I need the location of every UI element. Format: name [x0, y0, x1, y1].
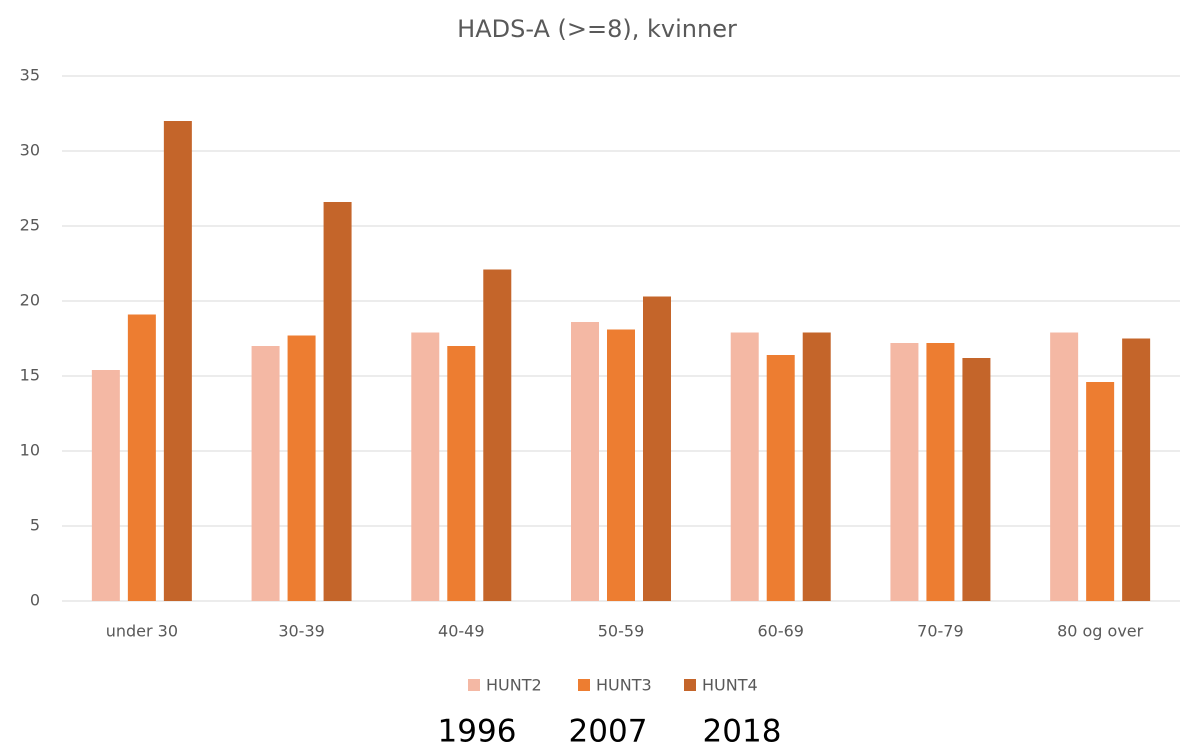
- annotation: 2007: [569, 714, 648, 747]
- bar: [91, 370, 120, 601]
- bar: [411, 332, 440, 601]
- y-tick-label: 30: [20, 141, 40, 160]
- x-tick-label: under 30: [106, 622, 178, 641]
- annotation: 2018: [703, 714, 782, 747]
- legend-label: HUNT4: [702, 676, 758, 695]
- legend-label: HUNT3: [596, 676, 652, 695]
- bar: [1050, 332, 1079, 601]
- bar: [766, 355, 795, 601]
- legend-swatch: [578, 679, 590, 691]
- bar: [890, 343, 919, 601]
- bar: [251, 346, 280, 601]
- y-tick-label: 25: [20, 216, 40, 235]
- legend-label: HUNT2: [486, 676, 542, 695]
- bar: [802, 332, 831, 601]
- bar: [163, 121, 192, 601]
- bar: [926, 343, 955, 601]
- y-tick-label: 35: [20, 66, 40, 85]
- bar: [323, 202, 352, 601]
- y-tick-label: 15: [20, 366, 40, 385]
- bar: [607, 329, 635, 601]
- x-tick-label: 80 og over: [1057, 622, 1144, 641]
- legend-swatch: [468, 679, 480, 691]
- bar: [483, 269, 512, 601]
- chart-title: HADS-A (>=8), kvinner: [457, 15, 737, 43]
- bar: [1086, 382, 1115, 601]
- bar: [962, 358, 991, 601]
- bar: [447, 346, 476, 601]
- bar: [127, 314, 156, 601]
- legend-swatch: [684, 679, 696, 691]
- y-tick-label: 10: [20, 441, 40, 460]
- bar: [643, 296, 671, 601]
- bar: [1122, 338, 1151, 601]
- x-tick-label: 70-79: [917, 622, 964, 641]
- x-tick-label: 50-59: [598, 622, 645, 641]
- x-tick-label: 60-69: [757, 622, 804, 641]
- x-tick-label: 30-39: [278, 622, 325, 641]
- annotation: 1996: [438, 714, 517, 747]
- y-tick-label: 20: [20, 291, 40, 310]
- bar: [571, 322, 599, 601]
- y-tick-label: 0: [30, 591, 40, 610]
- y-tick-label: 5: [30, 516, 40, 535]
- bar: [287, 335, 316, 601]
- bar: [730, 332, 759, 601]
- x-tick-label: 40-49: [438, 622, 485, 641]
